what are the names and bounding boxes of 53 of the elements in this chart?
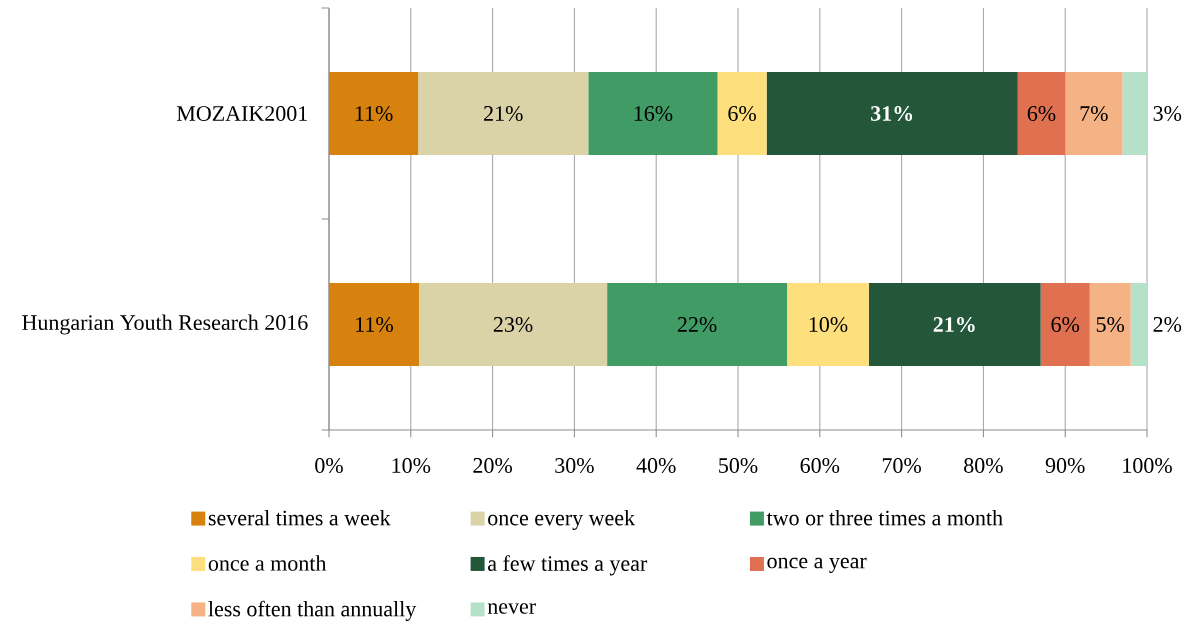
y-tick-label: MOZAIK2001 [176,106,307,121]
data-label: 6% [1051,317,1080,332]
data-label: 22% [677,317,717,332]
data-label: 11% [355,106,393,121]
bar [329,72,419,155]
bar [588,72,718,155]
data-label: 16% [634,106,673,121]
bar [1017,72,1066,155]
x-tick-label: 50% [719,458,758,473]
bar [787,283,869,366]
data-label: 5% [1096,317,1125,332]
data-label: 6% [1027,106,1056,121]
x-tick-label: 10% [392,458,431,473]
bar [607,283,788,366]
bar [1065,72,1123,155]
x-tick-label: 100% [1123,458,1172,473]
bar [418,283,608,366]
data-label: 10% [809,317,848,332]
legend-label: never [487,603,536,614]
bar [1122,72,1148,155]
data-label: 21% [484,106,523,121]
data-label: 31% [871,106,913,121]
x-tick-label: 70% [882,458,922,473]
data-label: 6% [728,106,756,121]
legend-label: several times a week [208,509,391,526]
legend-label: once a month [208,555,327,571]
data-label: 11% [356,317,393,332]
legend-label: less often than annually [208,600,417,621]
bar [1040,283,1090,366]
data-label: 23% [493,317,533,332]
data-label: 7% [1080,106,1108,121]
bar [717,72,767,155]
x-tick-label: 60% [800,458,840,473]
data-label: 3% [1153,106,1182,121]
x-tick-label: 80% [964,458,1003,473]
x-tick-label: 40% [636,458,676,473]
x-tick-label: 30% [555,458,594,473]
x-tick-label: 0% [315,458,343,473]
y-tick-label: Hungarian Youth Research 2016 [22,314,308,335]
bar [418,72,589,155]
legend-label: once every week [488,509,636,530]
legend-label: once a year [767,557,867,573]
bar [868,283,1041,366]
bar [766,72,1018,155]
bar [329,283,419,366]
x-tick-label: 90% [1045,458,1085,473]
bar [1089,283,1131,366]
bar [1130,283,1148,366]
legend-label: two or three times a month [766,509,1003,526]
data-label: 21% [933,317,975,332]
data-label: 2% [1153,317,1182,332]
x-tick-label: 20% [473,458,512,473]
legend-label: a few times a year [488,555,648,576]
